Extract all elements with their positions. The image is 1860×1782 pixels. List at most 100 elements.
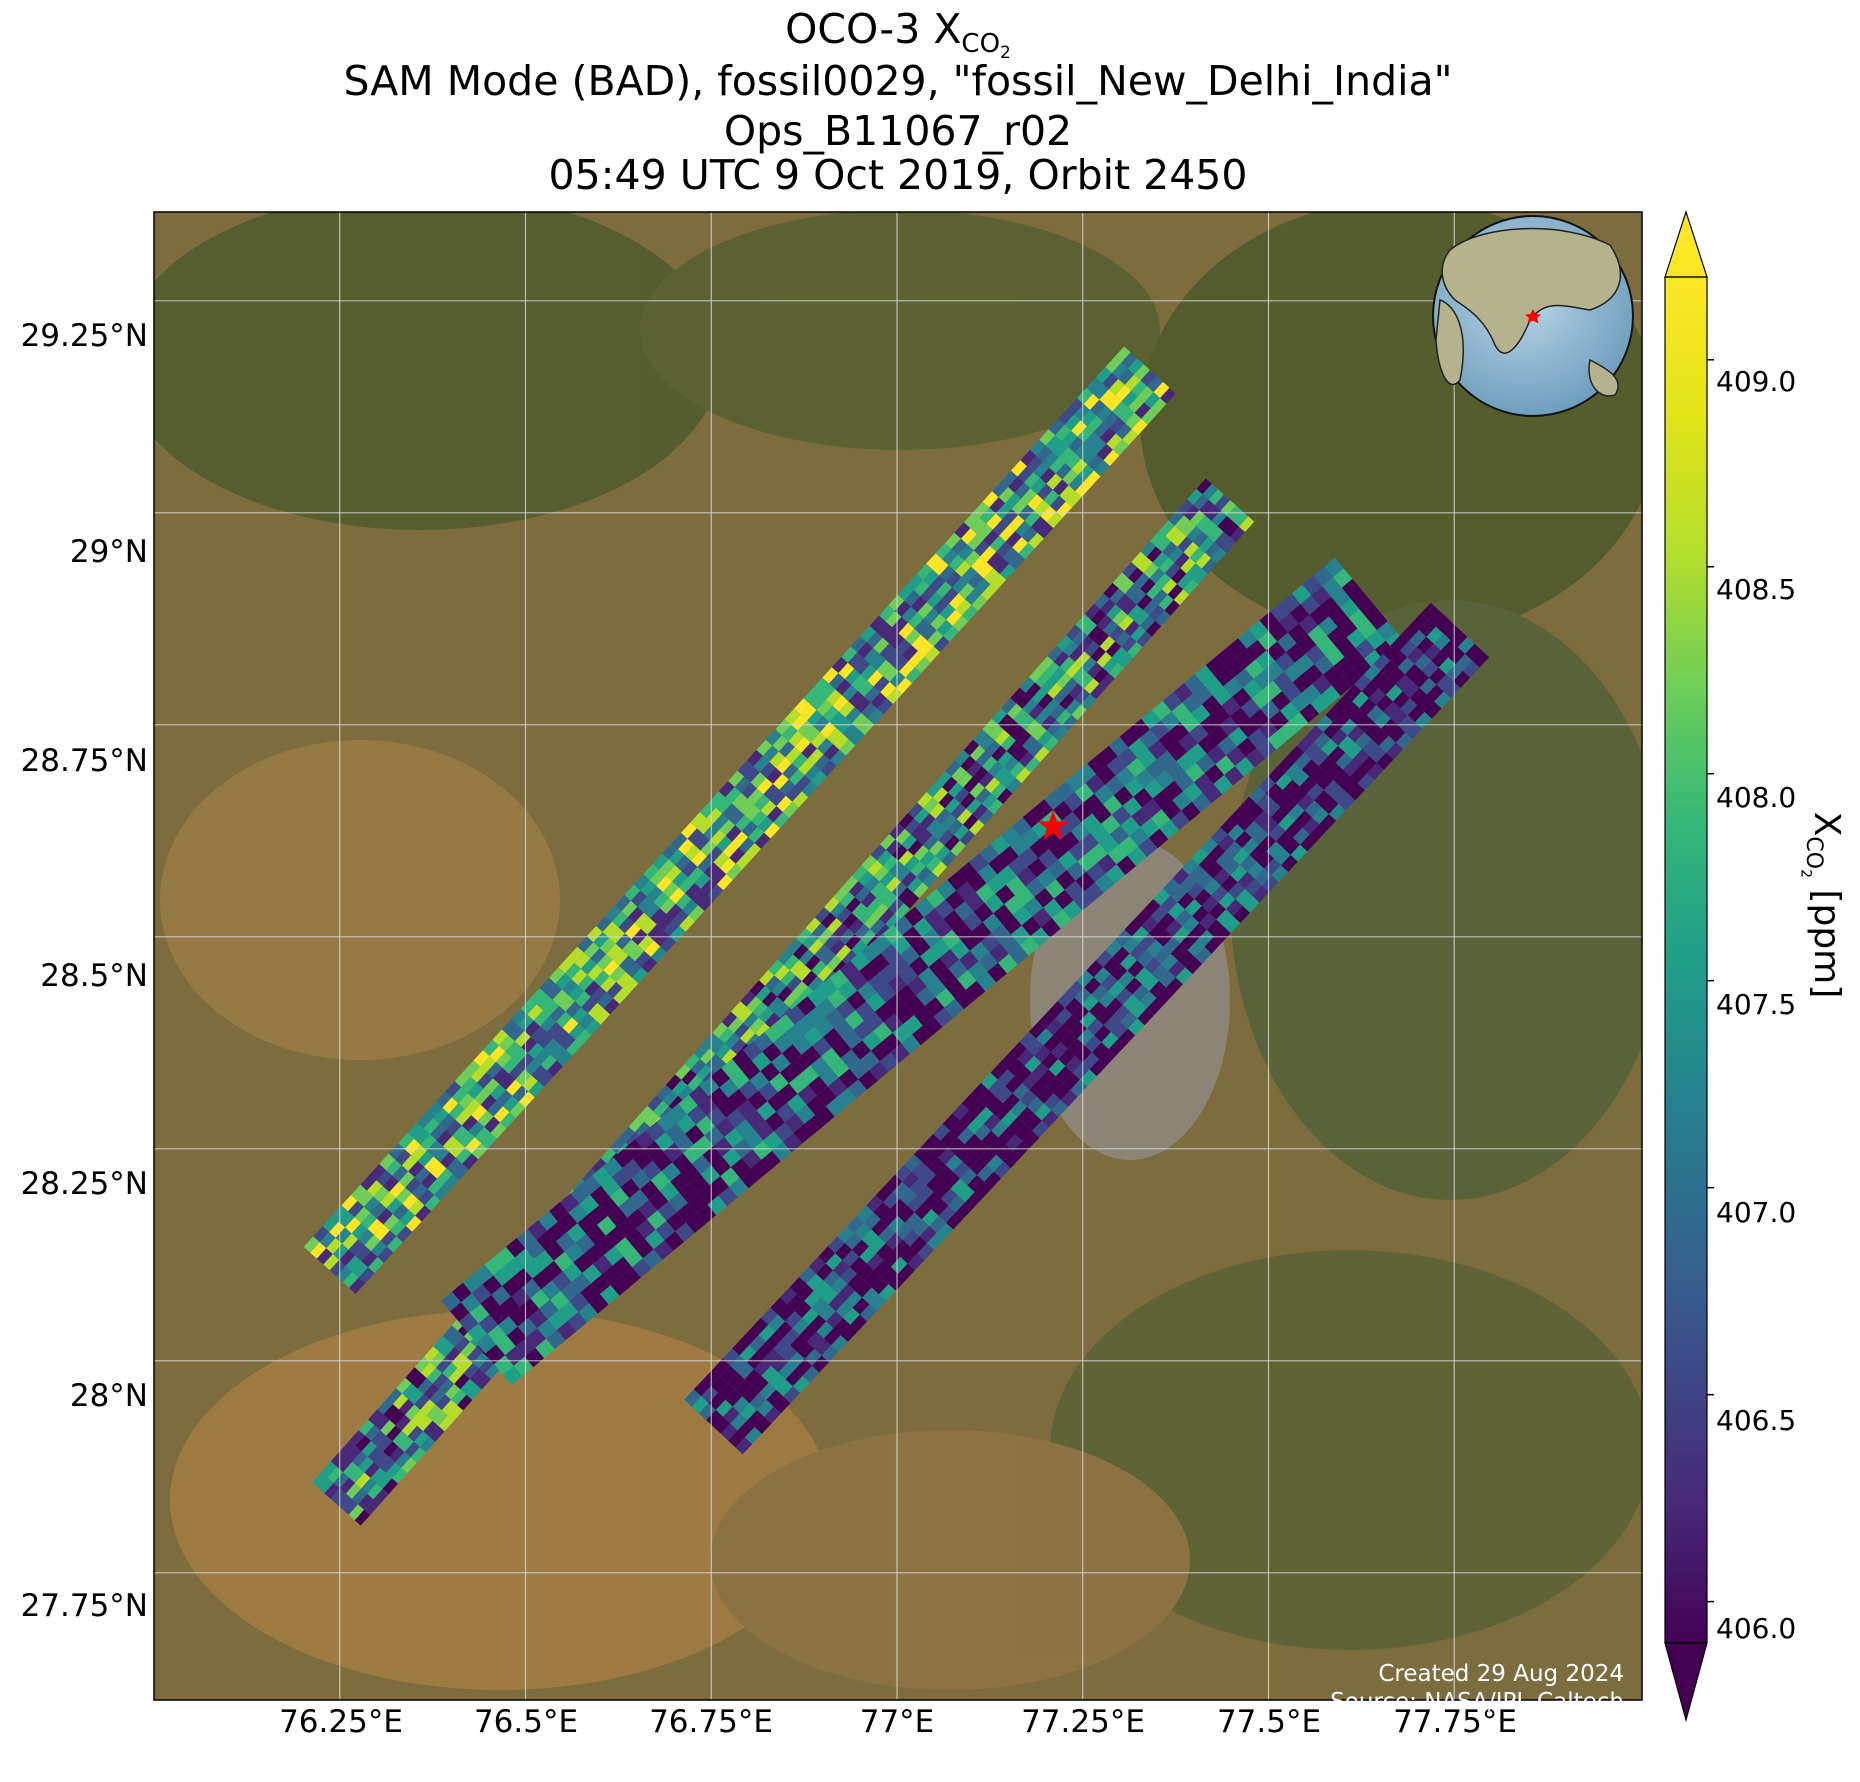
sounding-cell xyxy=(606,982,623,999)
sounding-cell xyxy=(419,1436,436,1453)
sounding-cell xyxy=(1102,373,1119,390)
sounding-cell xyxy=(1059,831,1080,851)
sounding-cell xyxy=(819,1067,839,1087)
sounding-cell xyxy=(1227,824,1245,842)
sounding-cell xyxy=(1388,725,1406,743)
sounding-cell xyxy=(917,792,933,808)
sounding-cell xyxy=(720,1423,738,1441)
sounding-cell xyxy=(972,766,988,783)
sounding-cell xyxy=(1177,950,1195,968)
sounding-cell xyxy=(1152,789,1173,810)
sounding-cell xyxy=(767,1092,787,1112)
sounding-cell xyxy=(1047,682,1063,699)
sounding-cell xyxy=(1305,644,1325,665)
sounding-cell xyxy=(894,1004,914,1024)
sounding-cell xyxy=(1206,744,1227,765)
sounding-cell xyxy=(489,1305,509,1325)
sounding-cell xyxy=(724,1033,740,1049)
sounding-cell xyxy=(1270,602,1290,622)
sounding-cell xyxy=(823,1270,841,1288)
sounding-cell xyxy=(541,1280,561,1300)
colorbar-tick-label: 409.0 xyxy=(1716,365,1797,398)
sounding-cell xyxy=(836,1088,857,1108)
sounding-cell xyxy=(1304,742,1321,760)
sounding-cell xyxy=(910,861,926,877)
sounding-cell xyxy=(1109,588,1125,605)
sounding-cell xyxy=(785,785,802,802)
sounding-cell xyxy=(537,1032,553,1049)
sounding-cell xyxy=(349,1277,365,1294)
sounding-cell xyxy=(1388,667,1405,685)
sounding-cell xyxy=(678,877,695,894)
sounding-cell xyxy=(435,1394,451,1411)
sounding-cell xyxy=(973,902,994,923)
sounding-cell xyxy=(1220,875,1238,893)
sounding-cell xyxy=(1229,526,1245,543)
sounding-cell xyxy=(1300,595,1321,615)
sounding-cell xyxy=(1290,786,1307,804)
sounding-cell xyxy=(646,1210,667,1230)
sounding-cell xyxy=(963,777,979,793)
sounding-cell xyxy=(498,1035,515,1052)
sounding-cell xyxy=(1149,567,1165,584)
sounding-cell xyxy=(1337,617,1358,638)
sounding-cell xyxy=(543,1260,563,1281)
sounding-cell xyxy=(668,1095,685,1112)
sounding-cell xyxy=(650,908,667,925)
sounding-cell xyxy=(1225,657,1245,678)
sounding-cell xyxy=(1039,429,1056,446)
sounding-cell xyxy=(840,1266,857,1284)
sounding-cell xyxy=(848,690,865,708)
sounding-cell xyxy=(1077,672,1094,689)
sounding-cell xyxy=(398,1171,415,1188)
sounding-cell xyxy=(1043,1093,1061,1111)
sounding-cell xyxy=(550,1044,566,1061)
sounding-cell xyxy=(753,1032,774,1052)
sounding-cell xyxy=(407,1425,424,1442)
sounding-cell xyxy=(1084,470,1101,487)
sounding-cell xyxy=(812,1037,832,1057)
sounding-cell xyxy=(988,1079,1006,1097)
sounding-cell xyxy=(1192,568,1208,585)
sounding-cell xyxy=(631,1169,651,1190)
sounding-cell xyxy=(811,1297,829,1315)
sounding-cell xyxy=(999,845,1019,866)
sounding-cell xyxy=(879,871,895,887)
sounding-cell xyxy=(1002,547,1019,564)
sounding-cell xyxy=(1353,658,1373,679)
sounding-cell xyxy=(373,1451,390,1468)
sounding-cell xyxy=(913,580,930,597)
sounding-cell xyxy=(1043,698,1060,715)
sounding-cell xyxy=(1152,551,1169,568)
sounding-cell xyxy=(1050,1042,1068,1060)
sounding-cell xyxy=(1066,624,1082,641)
sounding-cell xyxy=(831,1335,848,1353)
sounding-cell xyxy=(1151,963,1169,981)
sounding-cell xyxy=(885,993,906,1014)
sounding-cell xyxy=(1102,620,1119,636)
sounding-cell xyxy=(1267,730,1287,750)
sounding-cell xyxy=(430,1162,447,1179)
sounding-cell xyxy=(869,918,886,935)
sounding-cell xyxy=(866,1195,883,1213)
sounding-cell xyxy=(695,1115,716,1136)
sounding-cell xyxy=(535,1338,555,1359)
sounding-cell xyxy=(382,1478,398,1495)
sounding-cell xyxy=(599,937,616,954)
sounding-cell xyxy=(891,616,908,634)
sounding-cell xyxy=(1036,445,1053,462)
sounding-cell xyxy=(458,1131,475,1148)
sounding-cell xyxy=(700,878,717,895)
sounding-cell xyxy=(429,1426,445,1442)
sounding-cell xyxy=(726,863,743,880)
sounding-cell xyxy=(636,1219,656,1239)
sounding-cell xyxy=(438,1378,455,1395)
sounding-cell xyxy=(802,933,818,950)
sounding-cell xyxy=(896,677,912,694)
sounding-cell xyxy=(1053,1083,1071,1101)
sounding-cell xyxy=(1223,858,1240,876)
sounding-cell xyxy=(701,1386,718,1404)
sounding-cell xyxy=(1018,542,1035,560)
sounding-cell xyxy=(587,964,604,981)
sounding-cell xyxy=(429,1124,446,1141)
